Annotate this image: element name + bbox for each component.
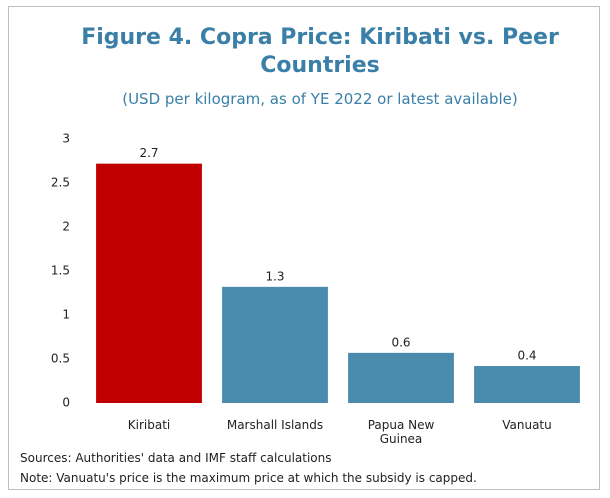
sources: Sources: Authorities' data and IMF staff…: [20, 451, 332, 465]
x-tick-label: Kiribati: [127, 418, 171, 432]
bar: [96, 163, 202, 403]
x-tick-label: Marshall Islands: [226, 418, 324, 432]
x-tick-label: Papua New Guinea: [367, 418, 435, 446]
y-tick-label: 1.5: [51, 264, 70, 278]
bar: [222, 286, 328, 403]
data-label: 1.3: [265, 269, 284, 283]
data-label: 2.7: [139, 146, 158, 160]
y-tick-label: 2.5: [51, 176, 70, 190]
data-label: 0.6: [391, 335, 410, 349]
data-label: 0.4: [517, 349, 536, 363]
y-tick-label: 1: [62, 308, 70, 322]
y-tick-label: 2: [62, 220, 70, 234]
y-tick-label: 0.5: [51, 352, 70, 366]
x-tick-label: Vanuatu: [502, 418, 552, 432]
chart-title: Figure 4. Copra Price: Kiribati vs. Peer…: [81, 25, 559, 78]
y-tick-label: 3: [62, 132, 70, 146]
bar: [348, 352, 454, 403]
bar: [474, 366, 580, 403]
frame: [8, 6, 600, 490]
note: Note: Vanuatu's price is the maximum pri…: [20, 471, 477, 485]
chart-subtitle: (USD per kilogram, as of YE 2022 or late…: [122, 90, 518, 108]
y-tick-label: 0: [62, 396, 70, 410]
